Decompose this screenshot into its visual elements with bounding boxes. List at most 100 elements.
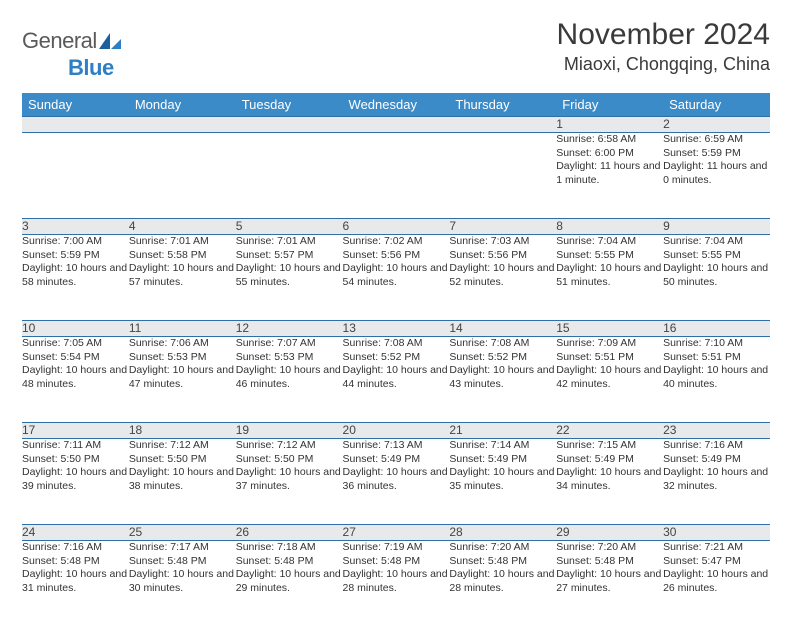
- logo-sail-icon: [99, 29, 121, 55]
- daylight-text: Daylight: 10 hours and 46 minutes.: [236, 364, 343, 391]
- day-number-cell: 18: [129, 423, 236, 439]
- day-number-cell: 24: [22, 525, 129, 541]
- sunrise-text: Sunrise: 7:08 AM: [343, 337, 450, 351]
- daylight-text: Daylight: 10 hours and 43 minutes.: [449, 364, 556, 391]
- sunrise-text: Sunrise: 7:04 AM: [663, 235, 770, 249]
- weekday-header: Tuesday: [236, 93, 343, 117]
- daylight-text: Daylight: 10 hours and 48 minutes.: [22, 364, 129, 391]
- day-number-cell: 10: [22, 321, 129, 337]
- daylight-text: Daylight: 10 hours and 40 minutes.: [663, 364, 770, 391]
- daylight-text: Daylight: 10 hours and 26 minutes.: [663, 568, 770, 595]
- sunset-text: Sunset: 5:48 PM: [449, 555, 556, 569]
- sunset-text: Sunset: 5:47 PM: [663, 555, 770, 569]
- day-number-cell: 4: [129, 219, 236, 235]
- day-content-cell: Sunrise: 7:17 AMSunset: 5:48 PMDaylight:…: [129, 541, 236, 627]
- sunrise-text: Sunrise: 7:16 AM: [22, 541, 129, 555]
- sunset-text: Sunset: 5:49 PM: [449, 453, 556, 467]
- day-number-row: 17181920212223: [22, 423, 770, 439]
- day-content-cell: Sunrise: 7:01 AMSunset: 5:57 PMDaylight:…: [236, 235, 343, 321]
- sunrise-text: Sunrise: 6:59 AM: [663, 133, 770, 147]
- sunset-text: Sunset: 5:50 PM: [129, 453, 236, 467]
- sunset-text: Sunset: 5:52 PM: [343, 351, 450, 365]
- daylight-text: Daylight: 10 hours and 35 minutes.: [449, 466, 556, 493]
- sunrise-text: Sunrise: 7:05 AM: [22, 337, 129, 351]
- sunset-text: Sunset: 5:49 PM: [556, 453, 663, 467]
- day-number-cell: 28: [449, 525, 556, 541]
- sunrise-text: Sunrise: 7:14 AM: [449, 439, 556, 453]
- sunrise-text: Sunrise: 6:58 AM: [556, 133, 663, 147]
- sunset-text: Sunset: 5:53 PM: [236, 351, 343, 365]
- day-number-cell: 6: [343, 219, 450, 235]
- sunset-text: Sunset: 5:59 PM: [663, 147, 770, 161]
- daylight-text: Daylight: 10 hours and 54 minutes.: [343, 262, 450, 289]
- daylight-text: Daylight: 10 hours and 30 minutes.: [129, 568, 236, 595]
- weekday-header: Thursday: [449, 93, 556, 117]
- day-content-cell: Sunrise: 6:58 AMSunset: 6:00 PMDaylight:…: [556, 133, 663, 219]
- day-content-cell: Sunrise: 7:06 AMSunset: 5:53 PMDaylight:…: [129, 337, 236, 423]
- sunset-text: Sunset: 5:48 PM: [556, 555, 663, 569]
- day-number-cell: 23: [663, 423, 770, 439]
- sunset-text: Sunset: 5:55 PM: [556, 249, 663, 263]
- daylight-text: Daylight: 10 hours and 52 minutes.: [449, 262, 556, 289]
- day-content-row: Sunrise: 6:58 AMSunset: 6:00 PMDaylight:…: [22, 133, 770, 219]
- day-number-row: 3456789: [22, 219, 770, 235]
- logo: General Blue: [22, 18, 121, 81]
- day-content-cell: Sunrise: 7:07 AMSunset: 5:53 PMDaylight:…: [236, 337, 343, 423]
- sunset-text: Sunset: 5:56 PM: [449, 249, 556, 263]
- daylight-text: Daylight: 10 hours and 57 minutes.: [129, 262, 236, 289]
- sunrise-text: Sunrise: 7:07 AM: [236, 337, 343, 351]
- day-number-cell: 11: [129, 321, 236, 337]
- daylight-text: Daylight: 10 hours and 29 minutes.: [236, 568, 343, 595]
- day-content-cell: [343, 133, 450, 219]
- sunrise-text: Sunrise: 7:12 AM: [129, 439, 236, 453]
- day-number-cell: 15: [556, 321, 663, 337]
- day-number-row: 24252627282930: [22, 525, 770, 541]
- sunset-text: Sunset: 5:51 PM: [556, 351, 663, 365]
- day-number-cell: 17: [22, 423, 129, 439]
- day-number-cell: [129, 117, 236, 133]
- day-content-cell: Sunrise: 7:20 AMSunset: 5:48 PMDaylight:…: [556, 541, 663, 627]
- day-number-cell: 26: [236, 525, 343, 541]
- day-content-cell: Sunrise: 7:12 AMSunset: 5:50 PMDaylight:…: [129, 439, 236, 525]
- weekday-header: Sunday: [22, 93, 129, 117]
- day-number-cell: 21: [449, 423, 556, 439]
- sunset-text: Sunset: 5:48 PM: [22, 555, 129, 569]
- day-number-cell: [449, 117, 556, 133]
- logo-text: General Blue: [22, 28, 121, 81]
- day-number-cell: 19: [236, 423, 343, 439]
- day-content-cell: Sunrise: 7:14 AMSunset: 5:49 PMDaylight:…: [449, 439, 556, 525]
- sunrise-text: Sunrise: 7:17 AM: [129, 541, 236, 555]
- daylight-text: Daylight: 10 hours and 39 minutes.: [22, 466, 129, 493]
- day-number-cell: 14: [449, 321, 556, 337]
- title-block: November 2024 Miaoxi, Chongqing, China: [557, 18, 770, 75]
- weekday-header: Saturday: [663, 93, 770, 117]
- daylight-text: Daylight: 10 hours and 50 minutes.: [663, 262, 770, 289]
- day-content-cell: Sunrise: 7:09 AMSunset: 5:51 PMDaylight:…: [556, 337, 663, 423]
- day-content-cell: Sunrise: 7:16 AMSunset: 5:49 PMDaylight:…: [663, 439, 770, 525]
- day-content-cell: [236, 133, 343, 219]
- day-content-cell: Sunrise: 7:02 AMSunset: 5:56 PMDaylight:…: [343, 235, 450, 321]
- day-number-cell: 27: [343, 525, 450, 541]
- location-text: Miaoxi, Chongqing, China: [557, 54, 770, 75]
- day-content-cell: [449, 133, 556, 219]
- daylight-text: Daylight: 10 hours and 27 minutes.: [556, 568, 663, 595]
- day-content-cell: Sunrise: 7:04 AMSunset: 5:55 PMDaylight:…: [663, 235, 770, 321]
- sunset-text: Sunset: 5:48 PM: [343, 555, 450, 569]
- sunset-text: Sunset: 5:53 PM: [129, 351, 236, 365]
- day-content-cell: Sunrise: 7:03 AMSunset: 5:56 PMDaylight:…: [449, 235, 556, 321]
- day-content-cell: Sunrise: 7:10 AMSunset: 5:51 PMDaylight:…: [663, 337, 770, 423]
- day-number-cell: 3: [22, 219, 129, 235]
- day-content-cell: Sunrise: 7:05 AMSunset: 5:54 PMDaylight:…: [22, 337, 129, 423]
- calendar-table: Sunday Monday Tuesday Wednesday Thursday…: [22, 93, 770, 627]
- month-title: November 2024: [557, 18, 770, 52]
- day-content-row: Sunrise: 7:16 AMSunset: 5:48 PMDaylight:…: [22, 541, 770, 627]
- day-number-row: 10111213141516: [22, 321, 770, 337]
- day-number-cell: 16: [663, 321, 770, 337]
- sunset-text: Sunset: 5:48 PM: [236, 555, 343, 569]
- sunset-text: Sunset: 5:49 PM: [663, 453, 770, 467]
- sunset-text: Sunset: 5:50 PM: [236, 453, 343, 467]
- day-content-cell: [22, 133, 129, 219]
- day-number-cell: 9: [663, 219, 770, 235]
- day-number-cell: 13: [343, 321, 450, 337]
- day-content-cell: Sunrise: 7:20 AMSunset: 5:48 PMDaylight:…: [449, 541, 556, 627]
